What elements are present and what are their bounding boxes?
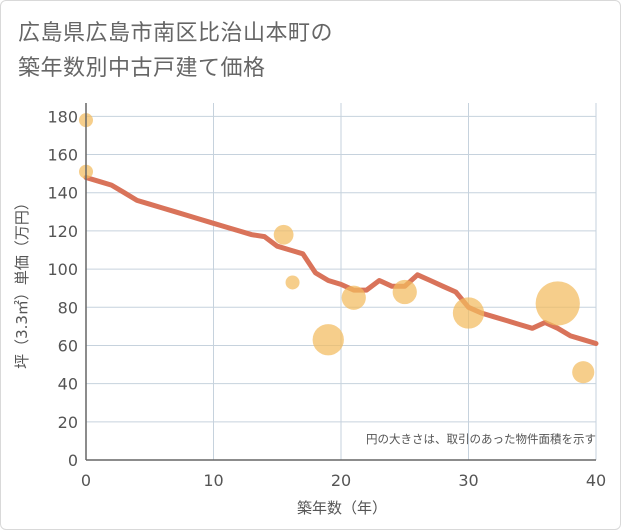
trend-layer xyxy=(83,175,599,346)
data-point xyxy=(452,297,485,329)
x-axis-label: 築年数（年） xyxy=(297,499,387,517)
y-tick-label: 140 xyxy=(47,184,78,203)
data-point xyxy=(341,285,366,310)
x-tick-label: 40 xyxy=(586,471,606,490)
axes: 0 20 40 60 80 100 120 140 160 180 0 10 20 30 40 xyxy=(47,103,606,490)
chart-title-line-1: 広島県広島市南区比治山本町の xyxy=(18,21,334,46)
y-axis-label: 坪（3.3㎡）単価（万円） xyxy=(13,195,31,369)
y-tick-label: 0 xyxy=(68,451,78,470)
y-tick-label: 180 xyxy=(47,107,78,126)
grid-lines xyxy=(86,103,597,460)
chart-title-line-2: 築年数別中古戸建て価格 xyxy=(18,56,266,81)
x-tick-label: 0 xyxy=(81,471,91,490)
y-tick-label: 20 xyxy=(58,413,78,432)
data-point xyxy=(273,224,294,245)
data-point xyxy=(312,324,344,356)
chart-title: 広島県広島市南区比治山本町の 築年数別中古戸建て価格 xyxy=(18,16,333,86)
data-point xyxy=(392,279,417,305)
x-tick-label: 30 xyxy=(458,471,478,490)
y-tick-label: 160 xyxy=(47,146,78,165)
data-point xyxy=(285,275,300,290)
x-tick-label: 20 xyxy=(331,471,351,490)
data-point xyxy=(572,361,595,384)
trend-line xyxy=(83,175,599,346)
y-tick-label: 80 xyxy=(58,298,78,317)
y-tick-label: 120 xyxy=(47,222,78,241)
y-tick-label: 60 xyxy=(58,336,78,355)
data-point xyxy=(535,281,580,326)
size-legend-note: 円の大きさは、取引のあった物件面積を示す xyxy=(366,432,596,446)
y-tick-label: 40 xyxy=(58,375,78,394)
x-tick-label: 10 xyxy=(203,471,223,490)
y-tick-label: 100 xyxy=(47,260,78,279)
data-points xyxy=(79,113,595,384)
